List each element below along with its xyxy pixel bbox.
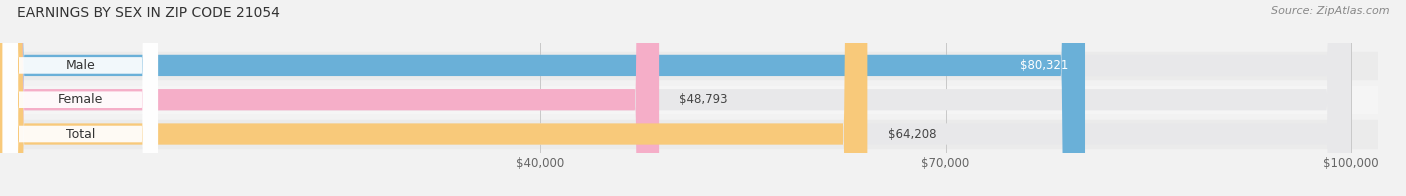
Text: $48,793: $48,793	[679, 93, 728, 106]
FancyBboxPatch shape	[0, 0, 1351, 196]
Text: $80,321: $80,321	[1021, 59, 1069, 72]
Text: Female: Female	[58, 93, 103, 106]
Bar	[0, 52, 1378, 79]
FancyBboxPatch shape	[0, 0, 1351, 196]
FancyBboxPatch shape	[3, 0, 157, 196]
FancyBboxPatch shape	[0, 0, 659, 196]
Text: Total: Total	[66, 128, 96, 141]
Bar	[0, 120, 1378, 148]
Bar	[0, 86, 1378, 113]
Text: Source: ZipAtlas.com: Source: ZipAtlas.com	[1271, 6, 1389, 16]
FancyBboxPatch shape	[0, 0, 868, 196]
FancyBboxPatch shape	[0, 0, 1351, 196]
FancyBboxPatch shape	[3, 0, 157, 196]
FancyBboxPatch shape	[3, 0, 157, 196]
Text: $64,208: $64,208	[887, 128, 936, 141]
Text: EARNINGS BY SEX IN ZIP CODE 21054: EARNINGS BY SEX IN ZIP CODE 21054	[17, 6, 280, 20]
Text: Male: Male	[66, 59, 96, 72]
FancyBboxPatch shape	[0, 0, 1085, 196]
